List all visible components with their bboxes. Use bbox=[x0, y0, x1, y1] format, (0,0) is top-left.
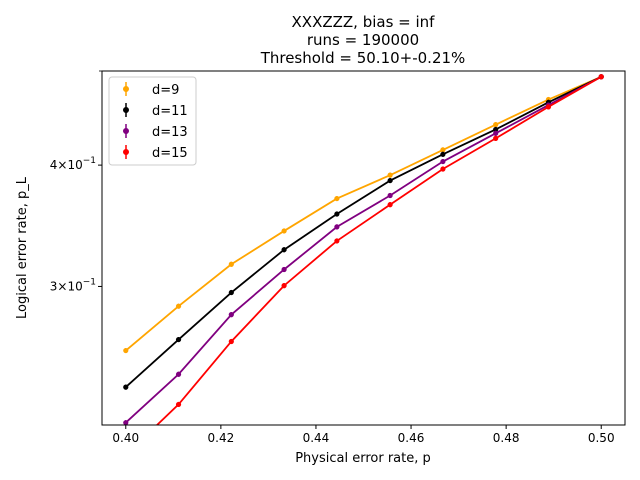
data-point-d=11 bbox=[123, 384, 129, 390]
x-tick-label: 0.40 bbox=[112, 431, 139, 445]
data-point-d=9 bbox=[334, 195, 340, 202]
data-point-d=11 bbox=[334, 211, 340, 217]
legend: d=9 d=11 d=13 d=15 bbox=[108, 76, 197, 166]
series-d=11 bbox=[123, 74, 604, 390]
series-line-d=13 bbox=[125, 75, 602, 424]
axes-layer: 0.40 0.42 0.44 0.46 0.48 0.50 3×10−1 4×10−1 bbox=[50, 70, 615, 445]
x-axis-label: Physical error rate, p bbox=[295, 451, 431, 466]
data-point-d=9 bbox=[123, 347, 129, 354]
x-tick-label: 0.48 bbox=[493, 431, 520, 445]
data-point-d=11 bbox=[440, 151, 446, 157]
data-point-d=13 bbox=[334, 224, 340, 230]
legend-item-d=11: d=11 bbox=[123, 103, 188, 119]
chart-subtitle-threshold: Threshold = 50.10+-0.21% bbox=[260, 49, 466, 67]
x-tick-label: 0.44 bbox=[303, 431, 330, 445]
data-point-d=13 bbox=[175, 371, 182, 377]
chart-title: XXXZZZ, bias = inf bbox=[292, 13, 436, 31]
series-line-d=11 bbox=[125, 75, 602, 388]
x-tick-label: 0.42 bbox=[208, 431, 235, 445]
legend-marker bbox=[123, 86, 129, 92]
data-point-d=13 bbox=[440, 158, 446, 165]
data-point-d=15 bbox=[123, 452, 128, 457]
data-point-d=13 bbox=[493, 130, 499, 136]
series-line-d=9 bbox=[125, 75, 602, 352]
data-point-d=9 bbox=[175, 303, 182, 309]
data-point-d=9 bbox=[281, 228, 287, 234]
data-point-d=15 bbox=[334, 238, 340, 244]
y-tick-label: 3×10−1 bbox=[50, 277, 96, 293]
series-line-d=15 bbox=[155, 75, 602, 425]
data-point-d=11 bbox=[387, 177, 393, 184]
data-point-d=13 bbox=[281, 266, 287, 273]
data-point-d=9 bbox=[493, 122, 499, 128]
legend-label: d=15 bbox=[152, 146, 188, 161]
legend-marker bbox=[123, 149, 129, 155]
y-tick-label: 4×10−1 bbox=[50, 156, 96, 172]
data-point-d=13 bbox=[387, 192, 393, 199]
legend-label: d=13 bbox=[152, 125, 188, 140]
legend-marker bbox=[123, 128, 129, 134]
legend-marker bbox=[123, 107, 129, 113]
data-point-d=15 bbox=[281, 283, 287, 289]
y-axis-label: Logical error rate, p_L bbox=[15, 176, 30, 319]
data-point-d=15 bbox=[545, 104, 552, 110]
data-point-d=11 bbox=[281, 247, 287, 253]
legend-label: d=11 bbox=[152, 104, 188, 119]
legend-frame bbox=[108, 76, 197, 166]
legend-label: d=9 bbox=[152, 83, 179, 98]
data-point-d=11 bbox=[228, 289, 234, 296]
x-tick-label: 0.50 bbox=[588, 431, 615, 445]
data-point-d=13 bbox=[228, 312, 234, 318]
legend-item-d=15: d=15 bbox=[123, 145, 188, 161]
series-d=15 bbox=[123, 74, 604, 457]
legend-item-d=13: d=13 bbox=[123, 124, 188, 140]
data-point-d=15 bbox=[175, 401, 182, 408]
data-point-d=11 bbox=[175, 336, 182, 343]
data-point-d=15 bbox=[440, 166, 446, 172]
data-point-d=9 bbox=[387, 172, 393, 178]
data-point-d=9 bbox=[440, 147, 446, 153]
legend-item-d=9: d=9 bbox=[123, 82, 179, 98]
data-point-d=15 bbox=[493, 135, 499, 141]
plot-frame bbox=[101, 70, 626, 426]
data-point-d=11 bbox=[493, 126, 499, 133]
series-d=9 bbox=[123, 74, 604, 354]
series-layer bbox=[123, 74, 604, 457]
data-point-d=15 bbox=[598, 74, 604, 80]
data-point-d=15 bbox=[387, 202, 393, 208]
chart-subtitle-runs: runs = 190000 bbox=[307, 31, 419, 49]
x-tick-label: 0.46 bbox=[398, 431, 425, 445]
data-point-d=15 bbox=[228, 338, 234, 345]
data-point-d=9 bbox=[228, 261, 234, 267]
data-point-d=13 bbox=[123, 420, 129, 425]
